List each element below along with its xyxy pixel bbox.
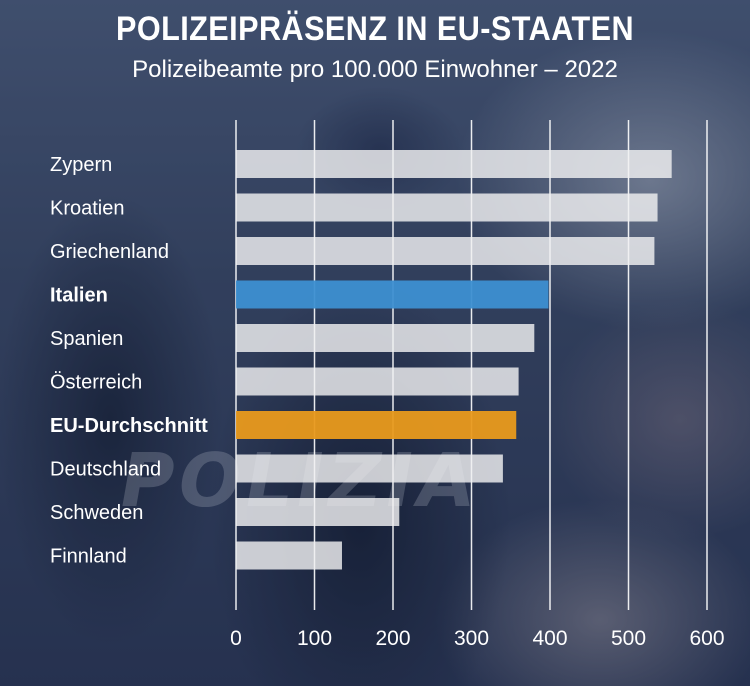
category-label: Spanien	[50, 328, 123, 350]
bar-zypern	[236, 150, 672, 178]
x-tick-label: 400	[532, 627, 567, 650]
bar-spanien	[236, 324, 535, 352]
bar-österreich	[236, 367, 519, 396]
bar-eu-durchschnitt	[236, 411, 517, 439]
x-tick-label: 100	[297, 627, 332, 650]
bar-griechenland	[236, 237, 655, 265]
category-label: Deutschland	[50, 459, 161, 481]
category-label: Österreich	[50, 372, 142, 394]
category-label: Finnland	[50, 546, 127, 568]
x-tick-label: 600	[689, 627, 724, 650]
chart-title: POLIZEIPRÄSENZ IN EU-STAATEN	[115, 10, 635, 48]
x-tick-label: 300	[454, 627, 489, 650]
bar-schweden	[236, 498, 400, 526]
category-labels: Zypern Kroatien Griechenland Italien Spanien…	[50, 154, 208, 568]
category-label: EU-Durchschnitt	[50, 415, 208, 437]
bar-finnland	[236, 541, 342, 570]
x-tick-label: 200	[375, 627, 410, 650]
bar-italien	[236, 280, 549, 309]
x-axis-tick-labels: 0 100 200 300 400 500 600	[230, 627, 724, 650]
category-label: Zypern	[50, 154, 112, 176]
category-label: Kroatien	[50, 198, 125, 220]
category-label: Italien	[50, 285, 108, 307]
chart-subtitle: Polizeibeamte pro 100.000 Einwohner – 20…	[132, 56, 618, 83]
category-label: Griechenland	[50, 241, 169, 263]
x-tick-label: 0	[230, 627, 242, 650]
x-tick-label: 500	[611, 627, 646, 650]
category-label: Schweden	[50, 502, 143, 524]
bar-kroatien	[236, 193, 658, 222]
bars	[236, 150, 672, 570]
bar-deutschland	[236, 454, 503, 483]
